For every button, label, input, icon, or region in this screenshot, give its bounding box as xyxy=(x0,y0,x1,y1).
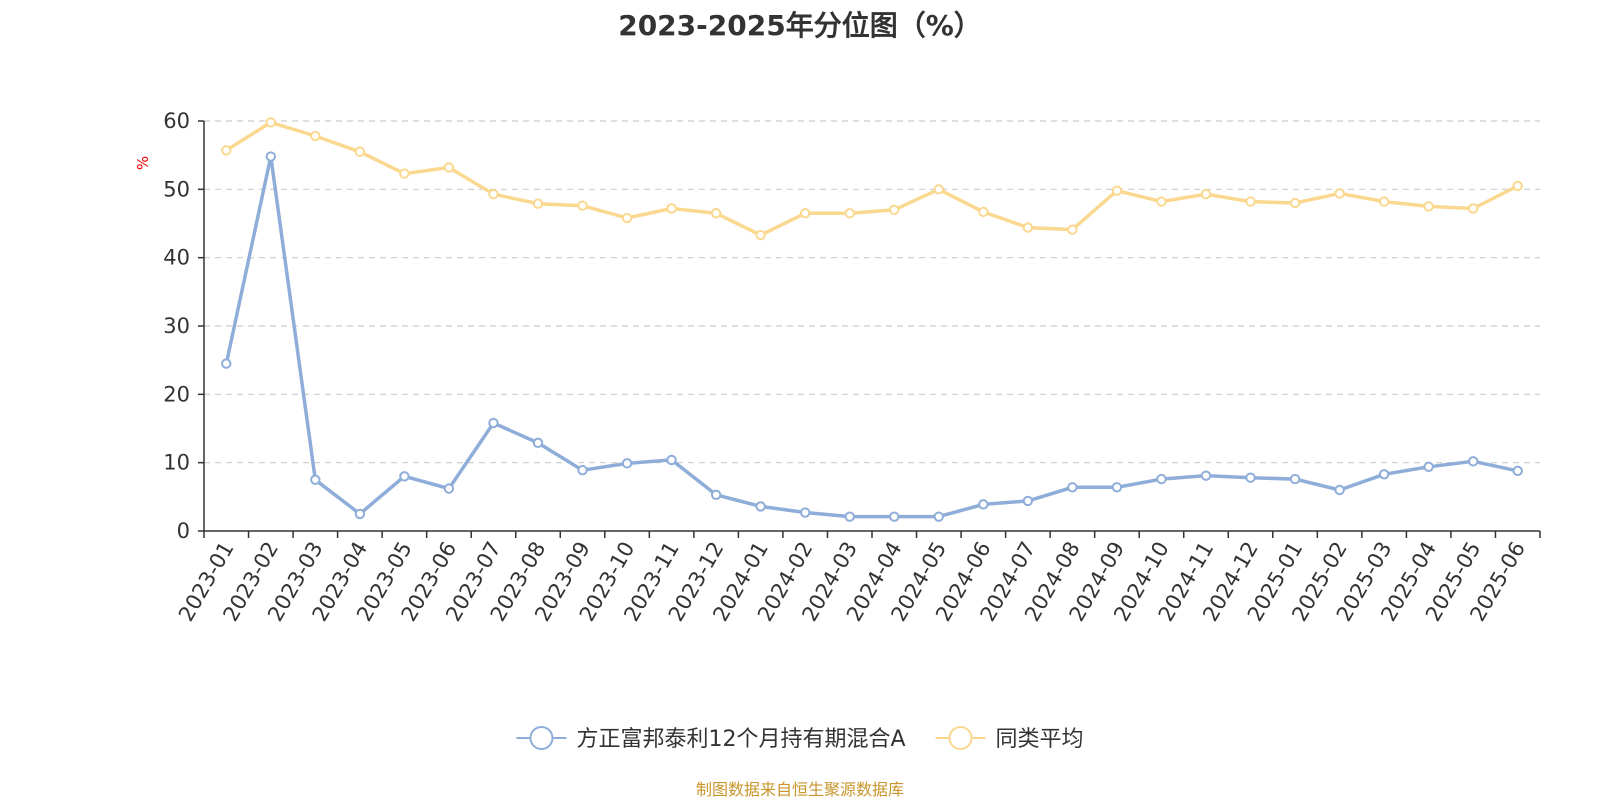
series-1-point xyxy=(1334,484,1345,496)
series-1-point xyxy=(800,507,811,518)
series-1-point xyxy=(1512,465,1523,477)
legend-label: 方正富邦泰利12个月持有期混合A xyxy=(576,727,905,752)
axes: 0102030405060%2023-012023-022023-032023-… xyxy=(134,109,1541,625)
series-2-point xyxy=(354,146,366,157)
y-tick-label: 30 xyxy=(163,314,190,338)
y-tick-label: 0 xyxy=(177,519,190,543)
series-2-point xyxy=(1200,188,1212,200)
series-1-point xyxy=(755,501,766,512)
series-1-point xyxy=(1156,473,1167,485)
series-1-point xyxy=(488,417,499,429)
series-line-2 xyxy=(225,120,1519,237)
series-1-point xyxy=(1378,469,1390,480)
series-lines xyxy=(221,117,1523,522)
y-tick-label: 40 xyxy=(163,246,190,270)
legend-swatch-marker xyxy=(529,726,554,750)
series-2-point xyxy=(710,208,722,219)
legend-item-1[interactable]: 方正富邦泰利12个月持有期混合A xyxy=(516,726,906,752)
series-2-point xyxy=(1512,180,1523,192)
legend-swatch-marker xyxy=(948,726,973,750)
series-2-point xyxy=(577,200,588,211)
series-2-point xyxy=(1378,196,1390,207)
series-2-point xyxy=(1423,201,1434,212)
series-1-point xyxy=(844,511,855,522)
series-2-point xyxy=(1067,224,1078,235)
series-1-point xyxy=(577,464,588,476)
series-2-point xyxy=(666,203,677,214)
series-2-point xyxy=(1334,188,1345,199)
series-1-point xyxy=(1289,473,1301,485)
series-2-point xyxy=(933,184,944,195)
grid-lines xyxy=(204,120,1540,464)
y-tick-label: 20 xyxy=(163,382,190,406)
series-2-point xyxy=(889,204,900,216)
chart-title: 2023-2025年分位图（%） xyxy=(618,9,982,42)
series-1-point xyxy=(1022,495,1034,507)
series-1-point xyxy=(933,511,944,522)
series-2-point xyxy=(1111,185,1123,196)
series-1-point xyxy=(310,474,321,485)
y-tick-label: 60 xyxy=(163,109,190,133)
series-2-point xyxy=(1022,222,1034,233)
series-2-point xyxy=(399,168,410,179)
series-1-point xyxy=(443,483,455,494)
series-2-point xyxy=(844,208,855,219)
series-2-point xyxy=(443,162,455,173)
legend-label: 同类平均 xyxy=(996,727,1084,752)
series-1-point xyxy=(1067,482,1078,493)
series-1-point xyxy=(532,437,544,449)
series-1-point xyxy=(710,489,722,500)
series-2-point xyxy=(1468,203,1479,214)
legend-item-2[interactable]: 同类平均 xyxy=(935,726,1084,752)
series-1-point xyxy=(399,471,410,482)
series-2-point xyxy=(310,130,321,142)
series-2-point xyxy=(1156,196,1167,207)
data-source-note: 制图数据来自恒生聚源数据库 xyxy=(695,780,904,799)
series-1-point xyxy=(221,358,232,369)
series-1-point xyxy=(978,499,989,510)
series-1-point xyxy=(666,454,677,466)
series-1-point xyxy=(1468,456,1479,467)
series-line-1 xyxy=(224,154,1519,519)
series-1-point xyxy=(1423,461,1434,472)
series-1-point xyxy=(621,458,633,469)
series-2-point xyxy=(265,117,276,128)
series-1-point xyxy=(354,508,366,520)
series-2-point xyxy=(488,188,499,200)
series-2-point xyxy=(1289,197,1301,209)
series-1-point xyxy=(889,511,900,522)
series-1-point xyxy=(1200,470,1212,481)
y-tick-label: 10 xyxy=(163,451,190,475)
legend[interactable]: 方正富邦泰利12个月持有期混合A 同类平均 xyxy=(516,726,1084,752)
series-2-point xyxy=(532,198,544,209)
series-2-point xyxy=(221,145,232,156)
series-2-point xyxy=(621,212,633,224)
series-1-point xyxy=(1245,472,1256,483)
series-2-point xyxy=(800,208,811,219)
y-tick-label: 50 xyxy=(163,177,190,201)
series-2-point xyxy=(978,206,989,218)
series-1-point xyxy=(1111,482,1123,493)
series-2-point xyxy=(1245,196,1256,207)
series-2-point xyxy=(755,229,766,241)
series-1-point xyxy=(265,151,276,162)
y-axis-label: % xyxy=(134,156,152,170)
